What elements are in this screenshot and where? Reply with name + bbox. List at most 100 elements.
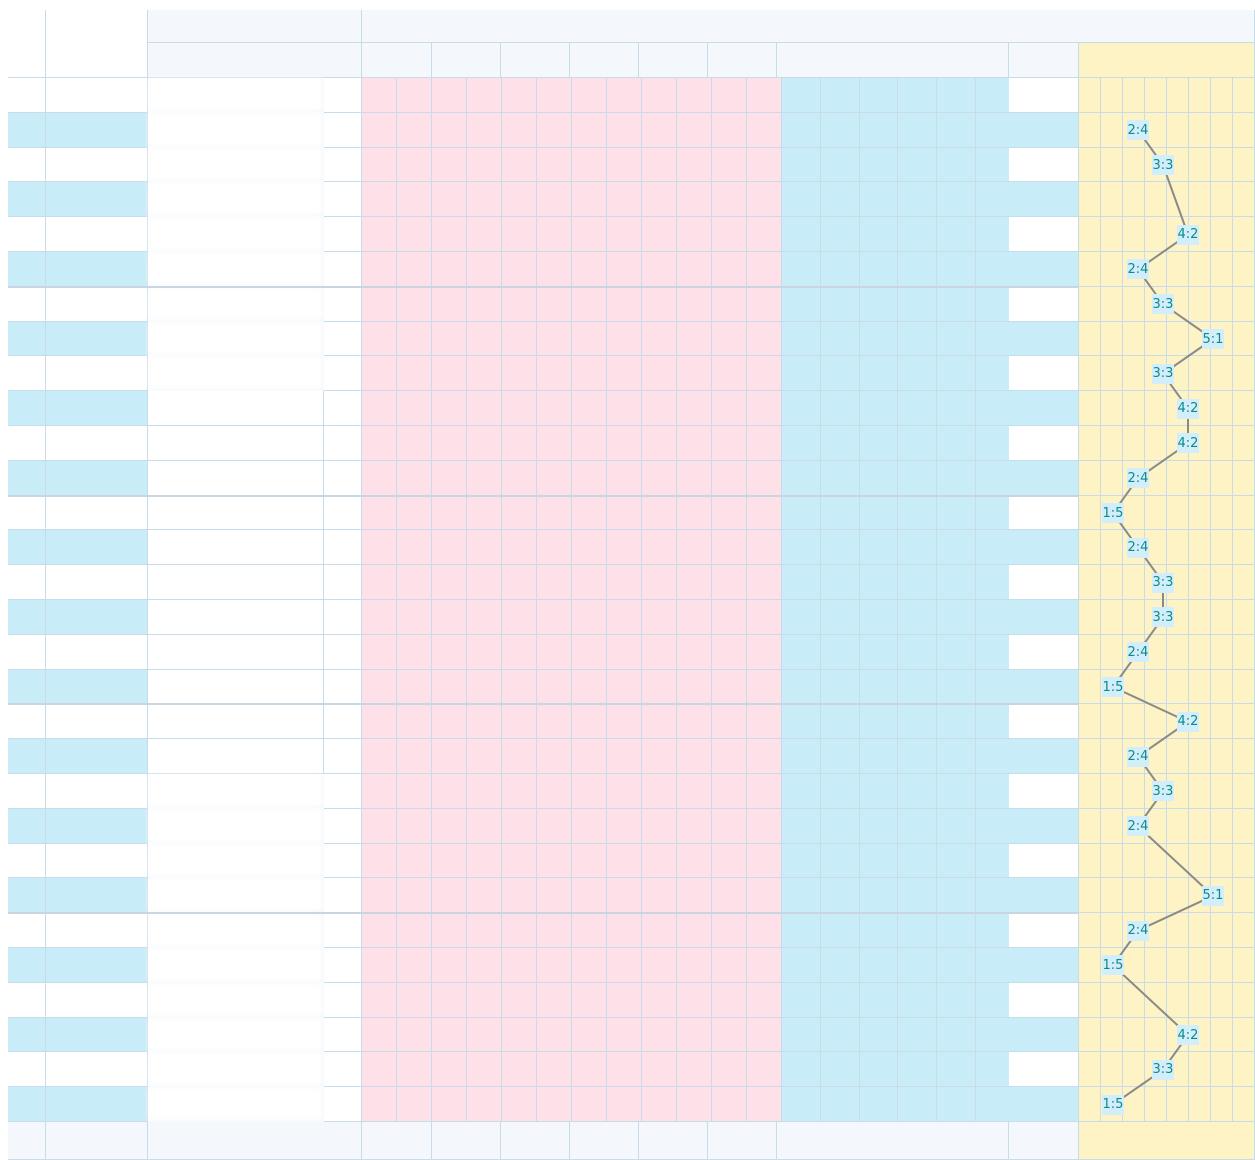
trend-mark: 5:1 xyxy=(1202,329,1224,349)
size-cell xyxy=(572,217,607,252)
serial-cell xyxy=(8,843,46,879)
trend-mark: 2:4 xyxy=(1127,120,1149,141)
size-cell xyxy=(397,739,432,774)
size2-cell xyxy=(976,704,1015,740)
size-cell xyxy=(642,565,677,600)
issue-cell xyxy=(46,78,148,113)
size2-cell xyxy=(937,217,976,252)
trend-mark: 3:3 xyxy=(1152,781,1174,802)
size-cell xyxy=(537,321,572,357)
size-cell xyxy=(572,843,607,879)
size-cell xyxy=(467,252,502,287)
trend-grid-cell xyxy=(1123,182,1145,218)
red-balls-cell xyxy=(148,600,324,635)
size2-cell xyxy=(937,948,976,983)
size2-cell xyxy=(820,982,860,1018)
serial-cell xyxy=(8,1087,46,1122)
size-cell xyxy=(572,808,607,844)
trend-grid-cell xyxy=(1145,321,1167,357)
trend-grid-cell xyxy=(1101,460,1123,496)
blue-ball-cell xyxy=(324,286,362,322)
size-cell xyxy=(607,321,642,357)
size-cell xyxy=(607,356,642,392)
serial-cell xyxy=(8,286,46,322)
size-cell xyxy=(572,321,607,357)
size-cell xyxy=(362,565,397,600)
size2-cell xyxy=(898,1087,938,1122)
size-cell xyxy=(467,495,502,531)
size2-cell xyxy=(820,356,860,392)
issue-cell xyxy=(46,460,148,496)
blue-ball-cell xyxy=(324,704,362,740)
trend-grid-cell xyxy=(1145,78,1167,113)
ratio-cell xyxy=(1009,426,1079,461)
trend-grid-cell xyxy=(1101,217,1123,252)
size-cell xyxy=(432,356,467,392)
ratio-cell xyxy=(1009,878,1079,914)
size2-cell xyxy=(782,913,821,948)
size-cell xyxy=(537,217,572,252)
size-cell xyxy=(572,634,607,670)
red-balls-cell xyxy=(148,1052,324,1088)
size-cell xyxy=(607,774,642,809)
blue-ball-cell xyxy=(324,634,362,670)
size-cell xyxy=(502,634,537,670)
blue-ball-cell xyxy=(324,808,362,844)
size2-cell xyxy=(820,391,860,426)
size2-cell xyxy=(859,78,899,113)
size-cell xyxy=(747,147,782,183)
size-cell xyxy=(572,286,607,322)
size-cell xyxy=(677,808,712,844)
trend-grid-cell xyxy=(1123,391,1145,426)
blank-header-4 xyxy=(1009,43,1079,78)
size-cell xyxy=(362,321,397,357)
size-cell xyxy=(607,982,642,1018)
trend-grid-cell xyxy=(1211,1087,1233,1122)
size2-cell xyxy=(898,1052,938,1088)
size-cell xyxy=(467,1052,502,1088)
trend-grid-cell xyxy=(1211,426,1233,461)
trend-grid-cell xyxy=(1167,252,1189,287)
size-cell xyxy=(572,739,607,774)
red-col-header xyxy=(501,43,570,78)
issue-footer xyxy=(46,1122,148,1160)
serial-cell xyxy=(8,495,46,531)
trend-grid-cell xyxy=(1211,78,1233,113)
trend-mark: 2:4 xyxy=(1127,259,1149,280)
blue-ball-cell xyxy=(324,878,362,914)
size2-cell xyxy=(937,426,976,461)
blue-ball-cell xyxy=(324,356,362,392)
size-cell xyxy=(432,426,467,461)
issue-cell xyxy=(46,426,148,461)
trend-grid-cell xyxy=(1167,460,1189,496)
size-cell xyxy=(747,634,782,670)
size2-cell xyxy=(898,391,938,426)
size-cell xyxy=(467,182,502,218)
red-balls-cell xyxy=(148,774,324,809)
size-cell xyxy=(677,1087,712,1122)
size-cell xyxy=(502,321,537,357)
trend-grid-cell xyxy=(1079,426,1101,461)
size2-cell xyxy=(898,356,938,392)
size2-cell xyxy=(937,112,976,148)
size-cell xyxy=(362,913,397,948)
trend-mark: 4:2 xyxy=(1177,1025,1199,1045)
issue-cell xyxy=(46,286,148,322)
size2-cell xyxy=(820,565,860,600)
trend-grid-cell xyxy=(1189,78,1211,113)
size-cell xyxy=(607,843,642,879)
size-cell xyxy=(572,147,607,183)
size-cell xyxy=(397,286,432,322)
size2-cell xyxy=(782,634,821,670)
size2-cell xyxy=(976,460,1015,496)
size-cell xyxy=(712,391,747,426)
size-cell xyxy=(572,565,607,600)
group-separator xyxy=(8,494,1078,497)
trend-grid-cell xyxy=(1189,495,1211,531)
size-cell xyxy=(432,808,467,844)
issue-cell xyxy=(46,843,148,879)
size2-cell xyxy=(820,1017,860,1053)
size2-cell xyxy=(782,739,821,774)
blue-ball-cell xyxy=(324,982,362,1018)
size-cell xyxy=(467,217,502,252)
